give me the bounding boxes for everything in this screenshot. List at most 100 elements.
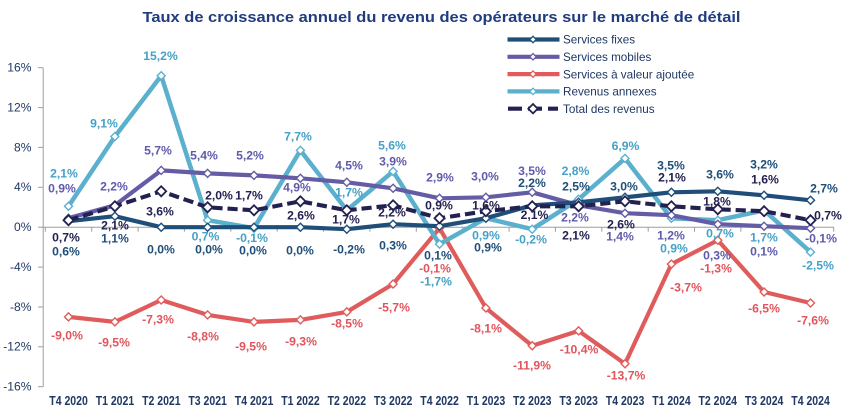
svg-text:T1 2023: T1 2023 xyxy=(467,394,506,408)
svg-text:-0,2%: -0,2% xyxy=(515,232,547,246)
svg-text:2,6%: 2,6% xyxy=(607,217,635,231)
svg-text:2,9%: 2,9% xyxy=(426,170,454,184)
svg-text:T3 2023: T3 2023 xyxy=(559,394,598,408)
svg-text:0,1%: 0,1% xyxy=(424,248,452,262)
svg-text:-8,8%: -8,8% xyxy=(187,329,219,343)
svg-text:-0,2%: -0,2% xyxy=(333,242,365,256)
svg-text:16%: 16% xyxy=(7,61,31,75)
svg-text:1,6%: 1,6% xyxy=(751,172,779,186)
svg-text:3,2%: 3,2% xyxy=(750,157,778,171)
svg-text:T3 2021: T3 2021 xyxy=(188,394,227,408)
svg-text:1,7%: 1,7% xyxy=(335,185,363,199)
svg-text:2,1%: 2,1% xyxy=(658,170,686,184)
svg-text:0,7%: 0,7% xyxy=(52,230,80,244)
svg-text:4,9%: 4,9% xyxy=(283,180,311,194)
svg-text:-6,5%: -6,5% xyxy=(748,301,780,315)
svg-text:0,0%: 0,0% xyxy=(286,243,314,257)
svg-text:T2 2021: T2 2021 xyxy=(142,394,181,408)
svg-text:T4 2022: T4 2022 xyxy=(420,394,459,408)
svg-text:-8,1%: -8,1% xyxy=(470,321,502,335)
svg-text:T1 2022: T1 2022 xyxy=(281,394,320,408)
svg-text:T2 2024: T2 2024 xyxy=(699,394,738,408)
svg-text:T4 2024: T4 2024 xyxy=(791,394,830,408)
svg-text:2,1%: 2,1% xyxy=(101,218,129,232)
svg-text:T1 2024: T1 2024 xyxy=(652,394,691,408)
svg-text:3,5%: 3,5% xyxy=(518,164,546,178)
svg-text:1,4%: 1,4% xyxy=(606,229,634,243)
svg-text:3,5%: 3,5% xyxy=(657,158,685,172)
svg-text:12%: 12% xyxy=(7,101,31,115)
svg-text:8%: 8% xyxy=(14,140,32,154)
svg-text:T4 2021: T4 2021 xyxy=(235,394,274,408)
svg-text:5,6%: 5,6% xyxy=(378,138,406,152)
svg-text:2,1%: 2,1% xyxy=(521,208,549,222)
svg-text:2,6%: 2,6% xyxy=(287,208,315,222)
svg-text:0%: 0% xyxy=(14,220,32,234)
svg-text:-0,1%: -0,1% xyxy=(236,231,268,245)
svg-text:2,2%: 2,2% xyxy=(518,176,546,190)
svg-text:-4%: -4% xyxy=(10,260,32,274)
svg-text:T3 2024: T3 2024 xyxy=(745,394,784,408)
svg-text:-1,7%: -1,7% xyxy=(420,274,452,288)
svg-text:-7,3%: -7,3% xyxy=(142,312,174,326)
svg-text:-8,5%: -8,5% xyxy=(331,316,363,330)
svg-text:-0,1%: -0,1% xyxy=(805,231,837,245)
svg-text:T1 2021: T1 2021 xyxy=(96,394,135,408)
svg-text:-2,5%: -2,5% xyxy=(802,258,834,272)
svg-text:Taux de croissance annuel du r: Taux de croissance annuel du revenu des … xyxy=(143,10,741,26)
svg-text:-11,9%: -11,9% xyxy=(513,358,551,372)
svg-text:-1,3%: -1,3% xyxy=(700,261,732,275)
svg-text:0,9%: 0,9% xyxy=(474,240,502,254)
svg-text:T3 2022: T3 2022 xyxy=(374,394,413,408)
svg-text:3,0%: 3,0% xyxy=(471,169,499,183)
svg-text:-10,4%: -10,4% xyxy=(560,342,599,356)
svg-text:0,7%: 0,7% xyxy=(192,229,220,243)
svg-text:3,6%: 3,6% xyxy=(706,167,734,181)
svg-text:Total des revenus: Total des revenus xyxy=(563,103,655,116)
svg-text:0,7%: 0,7% xyxy=(814,208,842,222)
svg-text:7,7%: 7,7% xyxy=(284,129,312,143)
svg-text:0,6%: 0,6% xyxy=(52,244,80,258)
svg-text:T4 2020: T4 2020 xyxy=(49,394,88,408)
svg-text:1,7%: 1,7% xyxy=(235,188,263,202)
svg-text:5,4%: 5,4% xyxy=(190,148,218,162)
svg-text:2,2%: 2,2% xyxy=(561,210,589,224)
svg-text:Revenus annexes: Revenus annexes xyxy=(563,86,657,99)
svg-text:0,9%: 0,9% xyxy=(472,228,500,242)
svg-text:0,3%: 0,3% xyxy=(379,238,407,252)
svg-text:T4 2023: T4 2023 xyxy=(606,394,645,408)
svg-text:-9,0%: -9,0% xyxy=(51,328,83,342)
svg-text:T2 2022: T2 2022 xyxy=(328,394,367,408)
svg-text:-8%: -8% xyxy=(10,300,32,314)
svg-text:T2 2023: T2 2023 xyxy=(513,394,552,408)
svg-text:4,5%: 4,5% xyxy=(335,158,363,172)
svg-text:1,7%: 1,7% xyxy=(750,230,778,244)
svg-text:0,1%: 0,1% xyxy=(750,244,778,258)
svg-text:3,9%: 3,9% xyxy=(379,154,407,168)
svg-text:1,1%: 1,1% xyxy=(101,231,129,245)
svg-text:0,0%: 0,0% xyxy=(147,242,175,256)
svg-text:1,8%: 1,8% xyxy=(703,194,731,208)
svg-text:-9,5%: -9,5% xyxy=(98,335,130,349)
svg-text:3,6%: 3,6% xyxy=(146,204,174,218)
svg-text:Services mobiles: Services mobiles xyxy=(563,51,651,64)
svg-text:1,6%: 1,6% xyxy=(472,198,500,212)
svg-text:2,2%: 2,2% xyxy=(100,179,128,193)
svg-text:0,9%: 0,9% xyxy=(660,241,688,255)
svg-text:4%: 4% xyxy=(14,180,32,194)
svg-text:-5,7%: -5,7% xyxy=(378,300,410,314)
svg-text:-9,5%: -9,5% xyxy=(235,339,267,353)
svg-text:0,9%: 0,9% xyxy=(48,181,76,195)
svg-text:2,7%: 2,7% xyxy=(810,181,838,195)
svg-text:2,1%: 2,1% xyxy=(562,228,590,242)
svg-text:0,3%: 0,3% xyxy=(703,248,731,262)
svg-text:15,2%: 15,2% xyxy=(143,49,178,63)
svg-text:0,7%: 0,7% xyxy=(706,226,734,240)
svg-text:Services fixes: Services fixes xyxy=(563,34,635,47)
svg-text:0,0%: 0,0% xyxy=(239,243,267,257)
svg-text:-9,3%: -9,3% xyxy=(285,334,317,348)
svg-text:2,5%: 2,5% xyxy=(562,179,590,193)
svg-text:0,0%: 0,0% xyxy=(195,242,223,256)
svg-text:Services à valeur ajoutée: Services à valeur ajoutée xyxy=(563,68,694,81)
svg-text:1,7%: 1,7% xyxy=(332,212,360,226)
